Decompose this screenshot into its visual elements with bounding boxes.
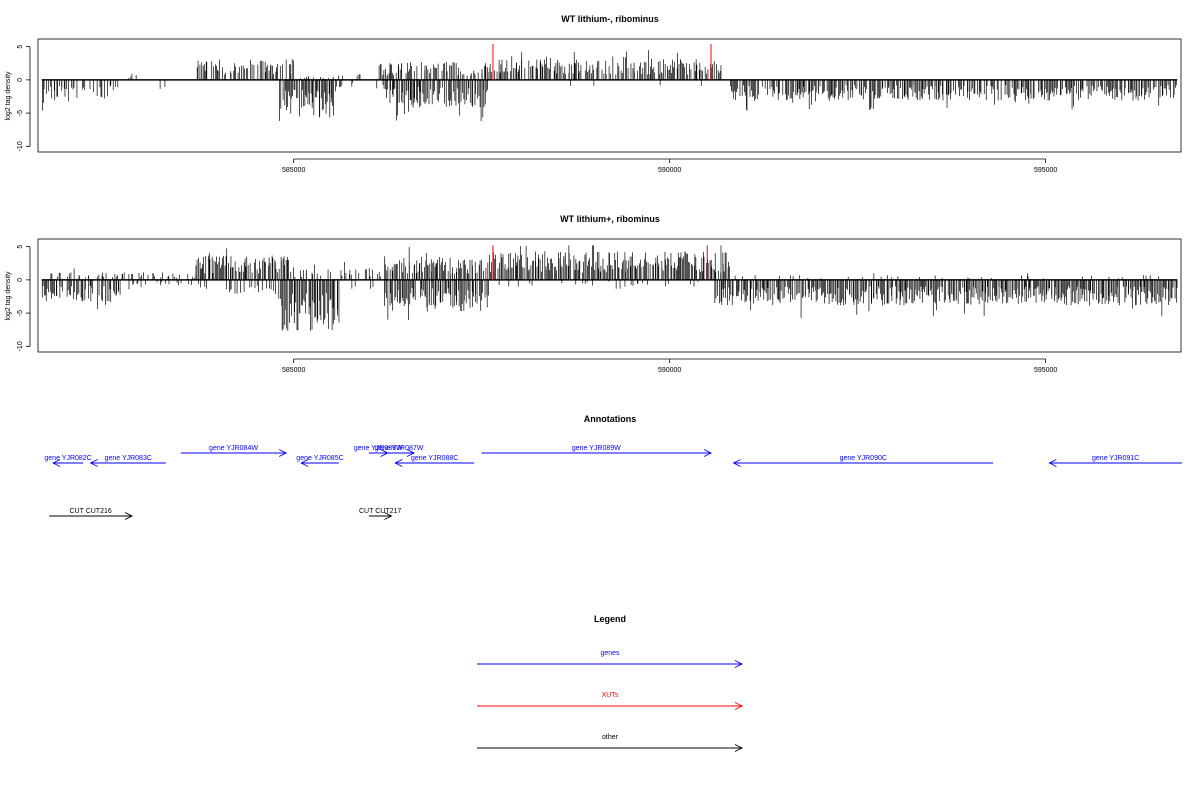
panel-2-title: WT lithium+, ribominus <box>560 214 660 224</box>
y-tick-label: 0 <box>17 278 24 282</box>
y-tick-label: -10 <box>17 341 24 351</box>
gene-label: gene YJR083C <box>105 455 152 462</box>
panel-1-bars <box>41 44 1178 122</box>
legend-arrow <box>477 744 744 752</box>
gene-label: gene YJR082C <box>44 455 91 462</box>
cut-arrow <box>49 512 134 520</box>
gene-label: gene YJR091C <box>1092 455 1139 462</box>
y-tick-label: 5 <box>17 45 24 49</box>
x-tick-label: 585000 <box>282 367 305 374</box>
gene-label: gene YJR090C <box>840 455 887 462</box>
panel-1-y-axis: 5 0 -5 -10 <box>17 45 31 151</box>
x-tick-label: 585000 <box>282 167 305 174</box>
arrow-head <box>732 459 741 467</box>
arrow-head <box>734 744 744 752</box>
gene-annotations: gene YJR082C gene YJR083C gene YJR084W gene… <box>44 445 1182 467</box>
y-tick-label: -10 <box>17 141 24 151</box>
legend-label: XUTs <box>602 692 619 699</box>
x-tick-label: 590000 <box>658 167 681 174</box>
gene-arrow <box>383 449 415 457</box>
gene-arrow <box>300 459 339 467</box>
gene-label: gene YJR086W <box>354 445 403 452</box>
gene-label: gene YJR087W <box>374 445 423 452</box>
gene-arrow <box>180 449 288 457</box>
gene-arrow <box>394 459 475 467</box>
panel-1-ylabel: log2 tag density <box>5 71 12 121</box>
cut-label: CUT CUT217 <box>359 508 401 515</box>
y-tick-label: -5 <box>17 310 24 316</box>
annotations-panel: Annotations gene YJR082C gene YJR083Cgene… <box>44 414 1182 520</box>
cut-label: CUT CUT216 <box>69 508 111 515</box>
panel-2-bars <box>41 245 1178 331</box>
gene-label: gene YJR084W <box>209 445 258 452</box>
panel-2-frame <box>37 238 1182 353</box>
legend: Legend genes XUTs other <box>477 614 744 752</box>
x-tick-label: 595000 <box>1034 367 1057 374</box>
y-tick-label: -5 <box>17 110 24 116</box>
panel-1-title: WT lithium-, ribominus <box>561 14 659 24</box>
gene-arrow <box>1048 459 1182 467</box>
y-tick-label: 0 <box>17 78 24 82</box>
gene-label: gene YJR088C <box>411 455 458 462</box>
panel-1-x-axis: 585000 590000 595000 <box>282 158 1057 174</box>
arrow-head <box>1048 459 1057 467</box>
arrow-head <box>703 449 713 457</box>
arrow-head <box>394 459 403 467</box>
track-panel-1: WT lithium-, ribominus log2 tag density … <box>5 14 1182 174</box>
legend-label: other <box>602 734 619 741</box>
arrow-head <box>734 660 744 668</box>
gene-arrow <box>89 459 166 467</box>
x-tick-label: 595000 <box>1034 167 1057 174</box>
other-annotations: CUT CUT216 CUT CUT217 <box>49 508 401 520</box>
panel-2-ylabel: log2 tag density <box>5 271 12 321</box>
gene-label: gene YJR089W <box>572 445 621 452</box>
gene-arrow <box>732 459 994 467</box>
gene-arrow <box>481 449 713 457</box>
panel-1-frame <box>37 38 1182 153</box>
arrow-head <box>278 449 288 457</box>
y-tick-label: 5 <box>17 245 24 249</box>
legend-label: genes <box>600 650 620 657</box>
x-tick-label: 590000 <box>658 367 681 374</box>
gene-arrow <box>52 459 84 467</box>
track-panel-2: WT lithium+, ribominus log2 tag density … <box>5 214 1182 374</box>
arrow-head <box>384 512 393 520</box>
legend-arrow <box>477 660 744 668</box>
annotations-title: Annotations <box>584 414 637 424</box>
panel-2-x-axis: 585000 590000 595000 <box>282 358 1057 374</box>
arrow-head <box>734 702 744 710</box>
arrow-head <box>124 512 134 520</box>
arrow-head <box>89 459 98 467</box>
arrow-head <box>300 459 309 467</box>
panel-2-y-axis: 5 0 -5 -10 <box>17 245 31 351</box>
arrow-head <box>52 459 61 467</box>
legend-arrow <box>477 702 744 710</box>
legend-items: genes XUTs other <box>477 650 744 752</box>
gene-label: gene YJR085C <box>296 455 343 462</box>
legend-title: Legend <box>594 614 626 624</box>
arrow-head <box>406 449 415 457</box>
cut-arrow <box>368 512 393 520</box>
